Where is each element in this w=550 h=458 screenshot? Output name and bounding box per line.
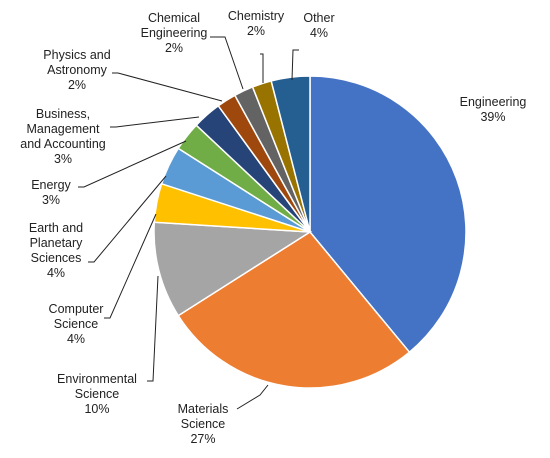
data-label-environmental-science: Environmental Science 10% [57,372,137,416]
leader-line-environmental-science [147,275,159,382]
data-label-energy: Energy 3% [31,178,71,207]
data-label-earth-and-planetary-sciences: Earth and Planetary Sciences 4% [29,221,83,280]
data-label-materials-science: Materials Science 27% [178,402,229,446]
data-label-chemical-engineering: Chemical Engineering 2% [141,11,208,55]
data-label-physics-and-astronomy: Physics and Astronomy 2% [43,48,110,92]
data-label-computer-science: Computer Science 4% [49,302,104,346]
data-label-engineering: Engineering 39% [460,95,527,124]
data-label-chemistry: Chemistry 2% [228,9,285,38]
leader-line-physics-and-astronomy [112,72,223,102]
leader-line-chemical-engineering [210,36,244,90]
pie-slice-other [270,75,311,233]
pie-slice-materials-science [177,231,411,389]
leader-line-earth-and-planetary-sciences [88,175,167,263]
leader-lines [78,36,299,410]
data-label-other: Other 4% [303,11,334,40]
data-label-business-management-and-accounting: Business, Management and Accounting 3% [20,107,106,166]
leader-line-chemistry [260,53,264,83]
leader-line-energy [78,140,187,188]
leader-line-business-management-and-accounting [110,116,200,128]
data-labels: Engineering 39% Materials Science 27% Environ… [20,9,526,446]
leader-line-materials-science [236,384,269,410]
pie-slices [153,75,467,389]
pie-slice-environmental-science [153,221,313,317]
leader-line-other [291,49,299,81]
pie-slice-engineering [309,75,467,354]
leader-line-computer-science [104,213,157,319]
